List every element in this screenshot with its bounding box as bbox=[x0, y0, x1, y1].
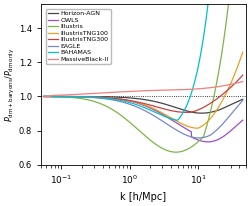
MassiveBlack-II bbox=[123, 90, 126, 93]
IllustrisTNG100 bbox=[198, 126, 200, 129]
IllustrisTNG300 bbox=[42, 95, 45, 98]
Illustris bbox=[123, 117, 126, 119]
IllustrisTNG100 bbox=[123, 98, 126, 101]
OWLS bbox=[130, 100, 133, 103]
IllustrisTNG300 bbox=[62, 95, 66, 98]
Horizon-AGN bbox=[123, 96, 126, 99]
EAGLE bbox=[130, 104, 133, 106]
OWLS bbox=[62, 95, 66, 98]
MassiveBlack-II bbox=[241, 80, 244, 83]
OWLS bbox=[42, 95, 45, 98]
MassiveBlack-II bbox=[179, 89, 182, 91]
IllustrisTNG300 bbox=[123, 98, 126, 101]
MassiveBlack-II bbox=[130, 90, 133, 93]
IllustrisTNG100 bbox=[42, 95, 45, 98]
IllustrisTNG100 bbox=[241, 51, 244, 54]
IllustrisTNG300 bbox=[241, 74, 244, 76]
Line: IllustrisTNG100: IllustrisTNG100 bbox=[44, 52, 243, 128]
IllustrisTNG100 bbox=[196, 127, 200, 129]
Legend: Horizon-AGN, OWLS, Illustris, IllustrisTNG100, IllustrisTNG300, EAGLE, BAHAMAS, : Horizon-AGN, OWLS, Illustris, IllustrisT… bbox=[46, 9, 110, 64]
BAHAMAS bbox=[130, 102, 133, 104]
Illustris bbox=[42, 95, 45, 98]
EAGLE bbox=[241, 99, 244, 102]
MassiveBlack-II bbox=[42, 95, 45, 98]
EAGLE bbox=[197, 137, 200, 139]
Horizon-AGN bbox=[200, 112, 203, 114]
Horizon-AGN bbox=[241, 98, 244, 101]
BAHAMAS bbox=[42, 95, 45, 98]
Horizon-AGN bbox=[201, 112, 204, 114]
BAHAMAS bbox=[179, 115, 182, 118]
EAGLE bbox=[62, 95, 66, 98]
OWLS bbox=[198, 139, 200, 142]
Illustris bbox=[174, 151, 178, 153]
Horizon-AGN bbox=[62, 95, 66, 98]
Illustris bbox=[130, 122, 133, 125]
MassiveBlack-II bbox=[201, 87, 204, 90]
Horizon-AGN bbox=[179, 108, 182, 110]
OWLS bbox=[241, 119, 244, 121]
Horizon-AGN bbox=[130, 97, 133, 99]
IllustrisTNG100 bbox=[62, 95, 66, 98]
Y-axis label: $P_{\rm dm+baryons}/P_{\rm dm\,only}$: $P_{\rm dm+baryons}/P_{\rm dm\,only}$ bbox=[4, 47, 17, 122]
OWLS bbox=[206, 141, 209, 143]
EAGLE bbox=[201, 136, 204, 139]
OWLS bbox=[201, 140, 204, 143]
MassiveBlack-II bbox=[198, 88, 200, 90]
Horizon-AGN bbox=[198, 112, 200, 114]
MassiveBlack-II bbox=[62, 94, 66, 96]
OWLS bbox=[179, 124, 182, 127]
EAGLE bbox=[198, 137, 200, 139]
Illustris bbox=[201, 136, 204, 139]
Line: BAHAMAS: BAHAMAS bbox=[44, 0, 243, 120]
Horizon-AGN bbox=[42, 95, 45, 98]
BAHAMAS bbox=[62, 95, 66, 98]
EAGLE bbox=[42, 95, 45, 98]
IllustrisTNG300 bbox=[198, 108, 200, 111]
Line: IllustrisTNG300: IllustrisTNG300 bbox=[44, 75, 243, 112]
Line: OWLS: OWLS bbox=[44, 96, 243, 142]
IllustrisTNG100 bbox=[130, 100, 133, 102]
Illustris bbox=[198, 140, 200, 142]
OWLS bbox=[123, 99, 126, 101]
Line: EAGLE: EAGLE bbox=[44, 96, 243, 138]
IllustrisTNG300 bbox=[185, 111, 188, 114]
BAHAMAS bbox=[123, 100, 126, 102]
EAGLE bbox=[179, 131, 182, 133]
BAHAMAS bbox=[201, 41, 204, 44]
BAHAMAS bbox=[198, 61, 200, 64]
EAGLE bbox=[123, 101, 126, 104]
Line: Horizon-AGN: Horizon-AGN bbox=[44, 96, 243, 113]
Illustris bbox=[179, 150, 182, 153]
X-axis label: k [h/Mpc]: k [h/Mpc] bbox=[120, 192, 166, 202]
Line: Illustris: Illustris bbox=[44, 0, 243, 152]
Illustris bbox=[62, 96, 66, 98]
IllustrisTNG100 bbox=[201, 124, 204, 127]
Line: MassiveBlack-II: MassiveBlack-II bbox=[44, 82, 243, 96]
BAHAMAS bbox=[176, 119, 179, 122]
IllustrisTNG300 bbox=[179, 111, 182, 113]
IllustrisTNG300 bbox=[201, 107, 204, 109]
IllustrisTNG100 bbox=[179, 122, 182, 124]
IllustrisTNG300 bbox=[130, 99, 133, 102]
